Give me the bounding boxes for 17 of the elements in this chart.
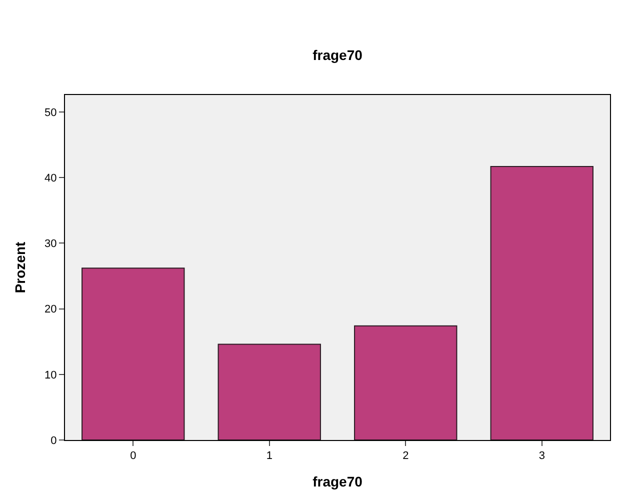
y-tick-label: 10 <box>44 369 57 382</box>
y-tick-label: 30 <box>44 238 57 250</box>
y-tick-label: 0 <box>50 434 57 447</box>
y-tick-label: 40 <box>44 172 57 184</box>
y-tick-label: 20 <box>44 304 57 316</box>
x-tick-label: 3 <box>538 450 545 462</box>
x-tick-label: 0 <box>130 450 136 462</box>
bar <box>218 344 321 440</box>
x-axis-title: frage70 <box>312 474 363 490</box>
bar <box>82 268 185 440</box>
x-tick-label: 1 <box>266 450 272 462</box>
x-tick-label: 2 <box>402 450 409 462</box>
bar <box>490 166 594 440</box>
bar <box>354 325 458 440</box>
y-tick-label: 50 <box>44 106 57 119</box>
y-axis-title: Prozent <box>12 241 28 294</box>
chart-title: frage70 <box>312 46 363 63</box>
